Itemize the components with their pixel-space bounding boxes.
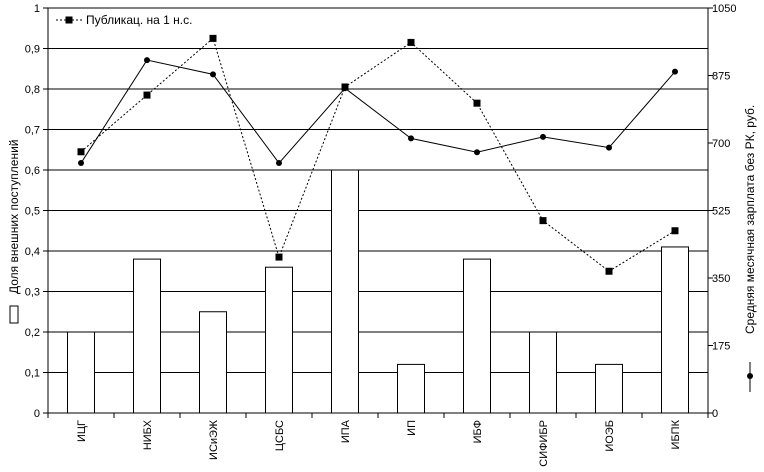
y2-tick-label: 700 xyxy=(712,138,730,150)
y-tick-label: 0,7 xyxy=(25,125,40,137)
y-tick-label: 1 xyxy=(34,3,40,15)
square-marker xyxy=(539,217,547,225)
bar xyxy=(397,363,425,414)
axis-labels: Доля внешних поступлений Средняя месячная… xyxy=(7,105,757,392)
y2-legend-marker xyxy=(747,373,753,379)
bar-series xyxy=(67,169,689,414)
diamond-marker xyxy=(342,85,348,92)
y2-tick-label: 525 xyxy=(712,206,730,218)
salary-line xyxy=(80,59,676,164)
axes xyxy=(43,7,713,418)
square-marker xyxy=(209,34,217,42)
y2-axis-label: Средняя месячная зарплата без РК, руб. xyxy=(743,105,757,334)
x-tick-label: ИОЭБ xyxy=(604,420,616,452)
y-tick-label: 0,1 xyxy=(25,368,40,380)
line-series xyxy=(77,34,679,275)
x-tick-label: ИЦГ xyxy=(76,420,88,442)
bar xyxy=(133,258,161,414)
bar xyxy=(463,258,491,414)
y2-tick-label: 175 xyxy=(712,341,730,353)
square-marker xyxy=(671,227,679,235)
publications-line xyxy=(80,37,676,272)
y-tick-label: 0,8 xyxy=(25,84,40,96)
bar xyxy=(199,311,227,414)
x-tick-label: ИП xyxy=(406,420,418,436)
y-tick-label: 0,6 xyxy=(25,165,40,177)
diamond-marker xyxy=(144,57,150,64)
diamond-marker xyxy=(606,144,612,151)
bar xyxy=(265,266,293,414)
y-tick-label: 0,4 xyxy=(25,246,40,258)
x-tick-label: ИБФ xyxy=(472,420,484,443)
bar xyxy=(529,331,557,414)
y2-tick-label: 1050 xyxy=(712,3,736,15)
bar xyxy=(595,363,623,414)
bar xyxy=(661,246,689,414)
x-tick-label: ИПА xyxy=(340,419,352,443)
x-tick-label: ИБПК xyxy=(670,419,682,449)
x-tick-label: ИСиЭЖ xyxy=(208,420,220,460)
square-marker xyxy=(77,148,85,156)
bar xyxy=(67,331,95,414)
diamond-marker xyxy=(78,160,84,167)
y-axis-label: Доля внешних поступлений xyxy=(7,140,21,294)
diamond-marker xyxy=(474,149,480,156)
x-tick-label: СИФИБР xyxy=(538,420,550,467)
diamond-marker xyxy=(672,68,678,75)
square-marker xyxy=(473,99,481,107)
square-marker xyxy=(275,253,283,261)
bar xyxy=(331,169,359,414)
square-marker xyxy=(407,38,415,46)
y2-tick-label: 350 xyxy=(712,273,730,285)
legend: Публикац. на 1 н.с. xyxy=(56,13,192,27)
diamond-marker xyxy=(408,135,414,142)
legend-square-marker xyxy=(65,16,73,24)
y-tick-label: 0,3 xyxy=(25,287,40,299)
legend-label: Публикац. на 1 н.с. xyxy=(86,13,192,27)
diamond-marker xyxy=(210,71,216,78)
y-tick-label: 0,9 xyxy=(25,44,40,56)
y-tick-label: 0,2 xyxy=(25,327,40,339)
bar-legend-swatch xyxy=(9,305,19,324)
x-tick-label: ЦСБС xyxy=(274,420,286,451)
x-tick-label: НИБХ xyxy=(142,419,154,450)
y-tick-label: 0 xyxy=(34,408,40,420)
tick-labels: 0 0,1 0,2 0,3 0,4 0,5 0,6 0,7 0,8 0,9 1 0 175 350 525 7… xyxy=(25,3,737,467)
square-marker xyxy=(605,267,613,275)
diamond-marker xyxy=(276,160,282,167)
y2-tick-label: 875 xyxy=(712,71,730,83)
diamond-marker xyxy=(540,133,546,140)
square-marker xyxy=(143,91,151,99)
y2-tick-label: 0 xyxy=(712,408,718,420)
y-tick-label: 0,5 xyxy=(25,206,40,218)
